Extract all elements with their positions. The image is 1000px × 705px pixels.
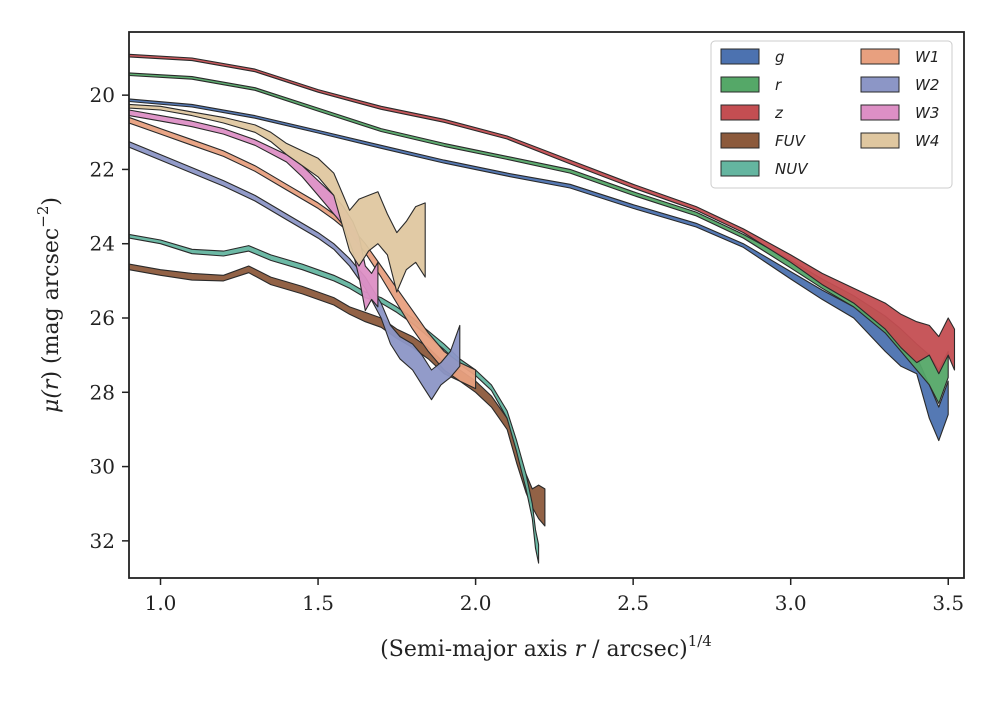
legend-swatch-w3 <box>860 104 900 121</box>
legend-label-nuv: NUV <box>775 160 809 178</box>
band-profiles <box>129 53 956 564</box>
legend-swatch-w2 <box>860 76 900 93</box>
y-tick-label: 30 <box>90 455 115 479</box>
y-tick-label: 20 <box>90 83 115 107</box>
legend-swatch-fuv <box>720 132 760 149</box>
y-tick-label: 24 <box>90 232 115 256</box>
band-fuv <box>129 263 546 527</box>
x-tick-label: 3.5 <box>932 591 964 615</box>
legend-label-w2: W2 <box>915 76 939 94</box>
legend: grz FUV NUV W1 W2 W3 W4 <box>710 40 953 189</box>
band-r <box>129 72 949 404</box>
legend-swatch-r <box>720 76 760 93</box>
legend-label-z: z <box>774 104 784 122</box>
x-tick-label: 1.0 <box>145 591 177 615</box>
band-w2 <box>129 141 461 401</box>
y-tick-label: 26 <box>90 306 115 330</box>
y-tick-label: 22 <box>90 157 115 181</box>
legend-swatch-w4 <box>860 132 900 149</box>
legend-swatch-z <box>720 104 760 121</box>
legend-label-fuv: FUV <box>775 132 807 150</box>
x-tick-label: 3.0 <box>775 591 807 615</box>
legend-label-w1: W1 <box>915 48 939 66</box>
legend-swatch-nuv <box>720 160 760 177</box>
band-z <box>129 53 956 375</box>
band-w4 <box>129 103 426 293</box>
legend-label-g: g <box>775 48 785 66</box>
y-axis-ticks: 20 22 24 26 28 30 32 <box>90 83 129 553</box>
x-tick-label: 2.5 <box>617 591 649 615</box>
legend-label-r: r <box>775 76 782 94</box>
band-g <box>129 98 949 442</box>
legend-label-w4: W4 <box>915 132 939 150</box>
band-nuv <box>129 233 540 564</box>
y-tick-label: 28 <box>90 380 115 404</box>
x-tick-label: 2.0 <box>460 591 492 615</box>
x-axis-ticks: 1.0 1.5 2.0 2.5 3.0 3.5 <box>145 578 964 615</box>
legend-swatch-g <box>720 48 760 65</box>
band-w1 <box>129 116 477 390</box>
plot-frame <box>128 31 965 579</box>
x-tick-label: 1.5 <box>302 591 334 615</box>
legend-swatch-w1 <box>860 48 900 65</box>
y-tick-label: 32 <box>90 529 115 553</box>
legend-label-w3: W3 <box>915 104 939 122</box>
x-axis-label: (Semi-major axis r / arcsec)1/4 <box>380 632 712 662</box>
y-axis-label: μ(r) (mag arcsec−2) <box>34 197 64 413</box>
